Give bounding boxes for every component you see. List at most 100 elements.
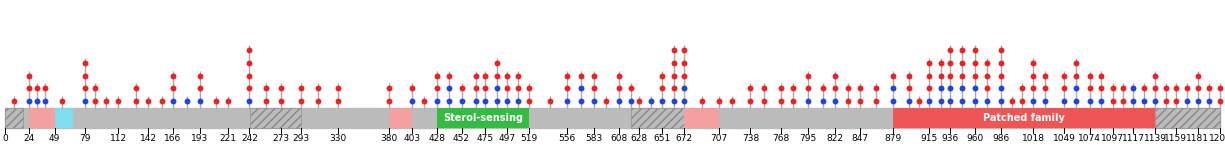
- Point: [991, 49, 1011, 51]
- Point: [899, 87, 919, 90]
- Point: [664, 49, 684, 51]
- Point: [664, 87, 684, 90]
- Point: [379, 87, 398, 90]
- Point: [309, 100, 328, 103]
- Point: [630, 100, 649, 103]
- Point: [965, 49, 985, 51]
- Point: [1035, 74, 1055, 77]
- Text: 293: 293: [293, 134, 310, 143]
- Bar: [684, 108, 719, 128]
- Point: [256, 87, 276, 90]
- Point: [799, 74, 818, 77]
- Point: [126, 100, 146, 103]
- Text: 960: 960: [967, 134, 984, 143]
- Point: [20, 87, 39, 90]
- Text: 142: 142: [140, 134, 157, 143]
- Point: [991, 74, 1011, 77]
- Text: 475: 475: [477, 134, 494, 143]
- Text: 0: 0: [2, 134, 7, 143]
- Bar: [631, 108, 684, 128]
- Point: [1055, 87, 1074, 90]
- Point: [826, 87, 845, 90]
- Point: [1066, 62, 1085, 64]
- Point: [850, 87, 870, 90]
- Point: [1080, 74, 1100, 77]
- Point: [1091, 87, 1111, 90]
- Point: [1012, 100, 1031, 103]
- Text: 273: 273: [272, 134, 289, 143]
- Point: [674, 62, 693, 64]
- Point: [976, 100, 996, 103]
- Point: [976, 74, 996, 77]
- Point: [783, 87, 802, 90]
- Point: [28, 100, 48, 103]
- Point: [571, 87, 590, 90]
- Point: [883, 74, 903, 77]
- Point: [488, 62, 507, 64]
- Point: [240, 62, 260, 64]
- Point: [838, 87, 858, 90]
- Point: [771, 100, 790, 103]
- Point: [584, 74, 604, 77]
- Text: 608: 608: [610, 134, 627, 143]
- Text: 380: 380: [380, 134, 397, 143]
- Point: [163, 87, 183, 90]
- Text: 428: 428: [429, 134, 446, 143]
- Point: [1035, 100, 1055, 103]
- Point: [152, 100, 172, 103]
- Point: [97, 100, 116, 103]
- Point: [488, 87, 507, 90]
- Point: [292, 87, 311, 90]
- Point: [991, 100, 1011, 103]
- Point: [723, 100, 742, 103]
- Text: 651: 651: [654, 134, 671, 143]
- Point: [919, 74, 938, 77]
- Point: [1145, 100, 1165, 103]
- Text: 672: 672: [675, 134, 692, 143]
- Point: [609, 74, 628, 77]
- Point: [497, 74, 517, 77]
- Text: 915: 915: [920, 134, 937, 143]
- Point: [941, 87, 960, 90]
- Point: [1035, 87, 1055, 90]
- Point: [556, 100, 576, 103]
- Point: [709, 100, 729, 103]
- Text: 738: 738: [741, 134, 760, 143]
- Point: [850, 100, 870, 103]
- Text: 795: 795: [799, 134, 817, 143]
- Point: [866, 100, 886, 103]
- Point: [941, 100, 960, 103]
- Text: 1074: 1074: [1078, 134, 1101, 143]
- Point: [240, 87, 260, 90]
- Text: 707: 707: [710, 134, 728, 143]
- Point: [440, 74, 459, 77]
- Point: [674, 100, 693, 103]
- Point: [653, 74, 673, 77]
- Point: [85, 100, 104, 103]
- Point: [692, 100, 712, 103]
- Bar: [250, 108, 301, 128]
- Point: [642, 100, 662, 103]
- Point: [931, 74, 951, 77]
- Bar: [5, 108, 1220, 128]
- Point: [519, 100, 539, 103]
- Point: [271, 87, 290, 90]
- Text: 403: 403: [403, 134, 420, 143]
- Point: [653, 100, 673, 103]
- Point: [452, 87, 472, 90]
- Point: [953, 100, 973, 103]
- Point: [519, 87, 539, 90]
- Point: [941, 62, 960, 64]
- Point: [584, 100, 604, 103]
- Point: [919, 100, 938, 103]
- Point: [919, 87, 938, 90]
- Point: [328, 87, 348, 90]
- Point: [953, 87, 973, 90]
- Point: [931, 87, 951, 90]
- Point: [883, 87, 903, 90]
- Point: [1114, 87, 1133, 90]
- Point: [813, 100, 833, 103]
- Point: [609, 87, 628, 90]
- Point: [953, 62, 973, 64]
- Text: 24: 24: [23, 134, 34, 143]
